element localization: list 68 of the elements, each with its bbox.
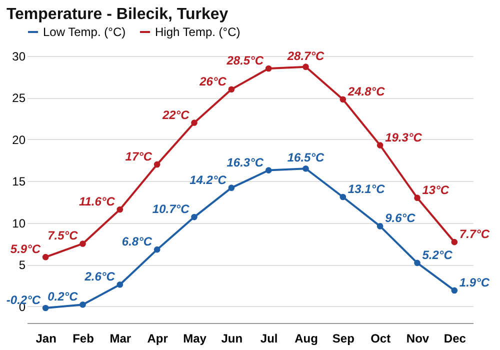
data-label: 22°C	[161, 108, 190, 122]
data-label: 28.5°C	[226, 54, 264, 68]
point	[376, 223, 384, 230]
x-tick-label: Jul	[260, 332, 278, 346]
point	[340, 194, 346, 200]
data-label: 19.3°C	[385, 130, 422, 144]
point	[302, 64, 309, 70]
point	[154, 161, 160, 168]
data-label: 13.1°C	[348, 182, 386, 196]
data-label: 0.2°C	[48, 290, 78, 304]
point	[191, 120, 198, 126]
data-label: 7.5°C	[48, 228, 78, 243]
x-tick-label: Mar	[110, 332, 132, 346]
data-label: 5.2°C	[422, 248, 453, 262]
legend-label: High Temp. (°C)	[155, 25, 240, 39]
x-tick-label: Jun	[221, 332, 243, 346]
data-label: 5.9°C	[10, 242, 41, 256]
point	[191, 214, 198, 220]
data-label: 16.3°C	[226, 155, 264, 170]
y-tick-label: 20	[12, 132, 26, 147]
point	[116, 206, 124, 213]
point	[80, 301, 86, 308]
point	[42, 304, 49, 312]
x-tick-label: Jan	[36, 332, 56, 346]
point	[302, 165, 309, 172]
y-tick-label: 25	[12, 91, 26, 106]
point	[265, 167, 272, 174]
data-label: 28.7°C	[286, 48, 324, 63]
x-tick-label: May	[183, 332, 207, 346]
data-label: 24.8°C	[346, 84, 386, 98]
data-label: 7.7°C	[459, 227, 490, 242]
point	[228, 86, 235, 93]
y-tick-label: 15	[12, 174, 26, 189]
y-tick-label: 30	[12, 50, 26, 64]
x-tick-label: Dec	[444, 332, 466, 346]
data-label: 10.7°C	[152, 202, 190, 216]
data-label: 17°C	[125, 149, 152, 164]
point	[154, 246, 160, 253]
point	[42, 254, 49, 260]
point	[451, 238, 458, 246]
data-label: 11.6°C	[78, 194, 116, 209]
x-tick-label: Oct	[370, 332, 391, 346]
data-label: 26°C	[198, 74, 227, 88]
point	[376, 142, 384, 148]
data-label: 13°C	[422, 182, 450, 197]
data-label: 14.2°C	[190, 172, 227, 187]
point	[265, 65, 272, 72]
x-tick-label: Aug	[294, 332, 318, 346]
data-label: 16.5°C	[287, 150, 324, 165]
point	[228, 184, 235, 191]
point	[414, 260, 420, 266]
legend-label: Low Temp. (°C)	[43, 25, 126, 39]
x-tick-label: Sep	[332, 332, 354, 346]
point	[340, 96, 346, 103]
data-label: 9.6°C	[385, 211, 416, 226]
point	[80, 240, 86, 247]
y-tick-label: 5	[18, 258, 26, 272]
x-tick-label: Nov	[406, 332, 430, 346]
x-tick-label: Feb	[72, 332, 94, 346]
point	[414, 194, 420, 201]
data-label: 1.9°C	[459, 275, 490, 290]
x-tick-label: Apr	[147, 332, 168, 346]
y-tick-label: 10	[12, 216, 26, 230]
data-label: 6.8°C	[122, 234, 152, 249]
point	[451, 287, 458, 294]
point	[116, 281, 124, 288]
chart-title: Temperature - Bilecik, Turkey	[6, 6, 228, 23]
data-label: 2.6°C	[84, 270, 116, 284]
